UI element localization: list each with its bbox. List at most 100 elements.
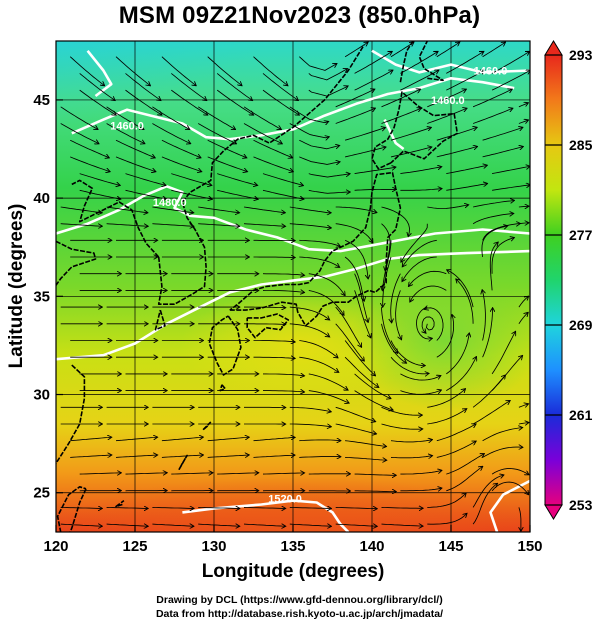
credit-drawing: Drawing by DCL (https://www.gfd-dennou.o… [156, 594, 443, 606]
credit-data: Data from http://database.rish.kyoto-u.a… [155, 608, 444, 620]
streamline [60, 223, 102, 227]
streamline [197, 123, 236, 144]
y-tick-labels: 25 30 35 40 45 [33, 92, 50, 502]
streamline [299, 156, 339, 165]
streamline [482, 290, 486, 341]
streamline [253, 139, 293, 157]
streamline [344, 239, 368, 278]
streamline [79, 73, 115, 100]
contour-line [86, 49, 113, 98]
streamline [402, 256, 437, 281]
streamline [472, 214, 513, 225]
streamline [344, 356, 378, 387]
streamline [491, 238, 514, 274]
coastline [399, 41, 414, 83]
streamline [472, 484, 497, 525]
streamline [381, 507, 423, 508]
x-axis-title: Longitude (degrees) [202, 561, 385, 582]
streamline [308, 69, 347, 81]
y-tick-label: 25 [33, 485, 50, 502]
streamline [60, 123, 99, 144]
contour-line [371, 49, 530, 74]
streamline [125, 189, 167, 199]
colorbar-label: 253 [569, 497, 593, 513]
streamline [354, 390, 393, 410]
coastline [229, 171, 402, 327]
streamline [446, 334, 469, 375]
streamline [381, 323, 407, 363]
map-title: MSM 09Z21Nov2023 (850.0hPa) [118, 2, 481, 29]
streamline [60, 206, 102, 213]
streamline [382, 240, 392, 290]
streamline [446, 52, 483, 74]
streamline [403, 239, 437, 266]
streamline [518, 404, 528, 408]
streamline [289, 123, 329, 138]
streamline [436, 315, 454, 358]
streamline [472, 401, 510, 425]
streamline [410, 285, 447, 301]
x-tick-label: 125 [122, 538, 147, 555]
colorbar-gradient [545, 55, 562, 505]
streamline [171, 173, 211, 186]
colorbar-label: 285 [569, 137, 593, 153]
colorbar-labels: 293 285 277 269 261 253 [569, 47, 593, 513]
streamline [198, 524, 239, 526]
streamline [171, 89, 207, 115]
x-tick-label: 135 [280, 538, 305, 555]
streamline [263, 391, 304, 392]
streamline [106, 206, 148, 213]
streamline [390, 340, 425, 366]
streamline [253, 56, 288, 86]
streamline [491, 481, 528, 494]
streamline [125, 73, 161, 100]
coastline [157, 44, 365, 305]
contour-label: 1460.0 [110, 120, 144, 132]
streamline [381, 223, 391, 271]
streamline [427, 205, 468, 209]
contour-label: 1480.0 [153, 197, 187, 209]
streamline [427, 493, 466, 508]
streamline [335, 206, 377, 212]
streamline [243, 524, 285, 526]
streamline [161, 56, 196, 86]
streamline [390, 440, 432, 442]
streamline [243, 507, 285, 508]
streamline [335, 507, 377, 508]
streamline [427, 389, 465, 408]
streamline [243, 123, 282, 144]
streamline [400, 471, 441, 475]
streamline [354, 290, 371, 337]
streamline [152, 524, 193, 526]
streamline [344, 128, 385, 141]
streamline [70, 455, 111, 458]
x-tick-label: 150 [517, 538, 542, 555]
streamline [409, 270, 447, 286]
colorbar-bottom-arrow [544, 504, 563, 520]
streamline [381, 307, 398, 353]
contour-labels: 1460.0 1460.0 1460.0 1480.0 1520.0 [110, 65, 507, 505]
streamline [491, 356, 522, 391]
coastlines [56, 41, 459, 532]
streamline [115, 455, 157, 458]
streamline [381, 423, 423, 429]
streamline [299, 440, 340, 441]
streamline [354, 189, 396, 190]
colorbar: 293 285 277 269 261 253 [544, 40, 593, 520]
streamline [308, 373, 348, 390]
streamline [69, 56, 104, 86]
streamline [207, 437, 249, 442]
streamline [79, 173, 120, 186]
streamline [345, 147, 385, 158]
streamline [198, 206, 239, 213]
x-tick-label: 140 [359, 538, 384, 555]
streamline [381, 206, 410, 236]
streamline [125, 173, 166, 186]
contour-label: 1520.0 [268, 494, 302, 506]
streamline [482, 42, 506, 58]
streamline [489, 243, 498, 291]
streamline [344, 340, 375, 376]
streamline [400, 390, 441, 395]
streamline [518, 223, 529, 224]
streamline [161, 437, 203, 442]
